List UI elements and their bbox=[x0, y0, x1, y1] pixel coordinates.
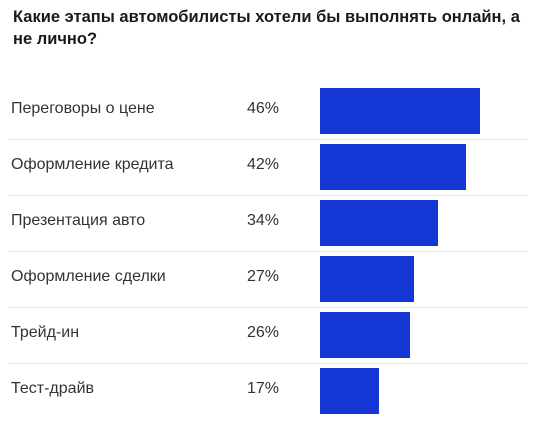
value-label: 17% bbox=[247, 380, 280, 397]
bar bbox=[320, 312, 410, 358]
chart-row: Оформление сделки 27% bbox=[0, 252, 535, 308]
category-label: Презентация авто bbox=[11, 212, 146, 229]
row-divider bbox=[8, 251, 527, 252]
value-label: 26% bbox=[247, 324, 280, 341]
category-label: Переговоры о цене bbox=[11, 100, 155, 117]
chart-row: Оформление кредита 42% bbox=[0, 140, 535, 196]
bar bbox=[320, 200, 438, 246]
value-label: 27% bbox=[247, 268, 280, 285]
chart-row: Тест-драйв 17% bbox=[0, 364, 535, 420]
chart-title: Какие этапы автомобилисты хотели бы выпо… bbox=[13, 8, 520, 48]
row-divider bbox=[8, 139, 527, 140]
chart-row: Переговоры о цене 46% bbox=[0, 84, 535, 140]
value-label: 34% bbox=[247, 212, 280, 229]
value-label: 42% bbox=[247, 156, 280, 173]
row-divider bbox=[8, 363, 527, 364]
bar bbox=[320, 88, 480, 134]
chart-row: Презентация авто 34% bbox=[0, 196, 535, 252]
chart-row: Трейд-ин 26% bbox=[0, 308, 535, 364]
category-label: Тест-драйв bbox=[11, 380, 94, 397]
category-label: Оформление сделки bbox=[11, 268, 166, 285]
value-label: 46% bbox=[247, 100, 280, 117]
row-divider bbox=[8, 307, 527, 308]
chart-rows: Переговоры о цене 46% Оформление кредита 42… bbox=[0, 84, 535, 420]
row-divider bbox=[8, 195, 527, 196]
bar bbox=[320, 144, 466, 190]
category-label: Оформление кредита bbox=[11, 156, 174, 173]
bar bbox=[320, 256, 414, 302]
bar bbox=[320, 368, 379, 414]
category-label: Трейд-ин bbox=[11, 324, 80, 341]
